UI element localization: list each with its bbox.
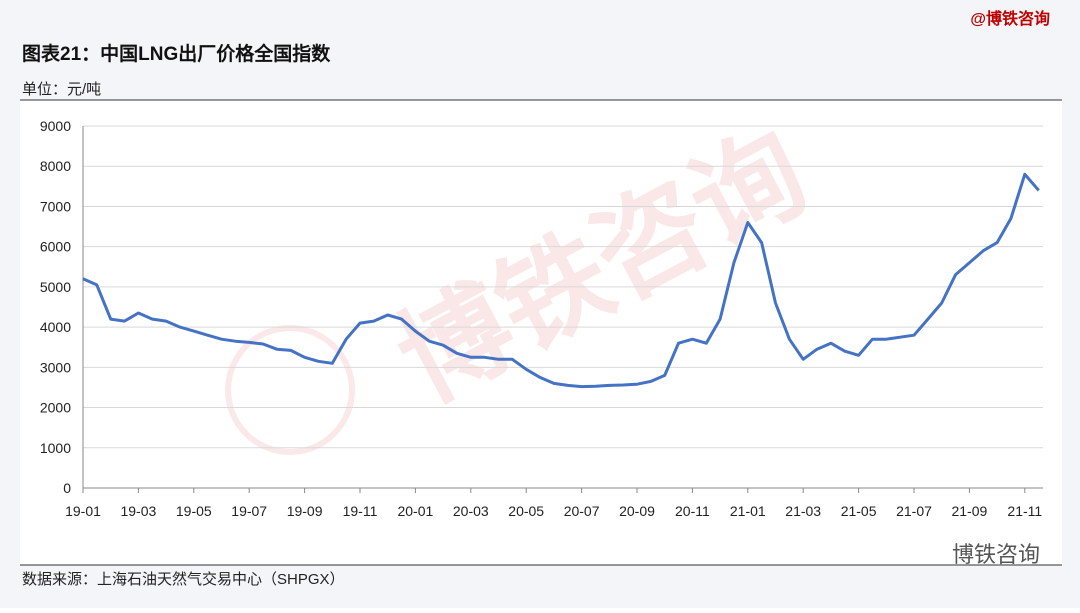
source: 数据来源：上海石油天然气交易中心（SHPGX） xyxy=(22,570,345,588)
x-tick-label: 20-09 xyxy=(619,503,655,519)
x-tick-label: 21-07 xyxy=(896,503,932,519)
x-tick-label: 21-03 xyxy=(785,503,821,519)
x-tick-label: 19-03 xyxy=(120,503,156,519)
plot: 0 1000 2000 3000 4000 5000 6000 7000 8000 9000 19-… xyxy=(40,118,1043,519)
y-tick-label: 2000 xyxy=(40,400,71,416)
y-tick-label: 8000 xyxy=(40,158,71,174)
watermark-logo xyxy=(225,325,355,455)
x-tick-label: 21-09 xyxy=(951,503,987,519)
x-tick-label: 19-07 xyxy=(231,503,267,519)
x-tick-label: 20-03 xyxy=(453,503,489,519)
y-tick-label: 1000 xyxy=(40,440,71,456)
y-tick-label: 9000 xyxy=(40,118,71,134)
x-tick-label: 21-01 xyxy=(730,503,766,519)
x-tick-label: 19-05 xyxy=(176,503,212,519)
y-tick-label: 7000 xyxy=(40,198,71,214)
x-tick-label: 21-11 xyxy=(1007,503,1042,519)
chart-title: 图表21：中国LNG出厂价格全国指数 xyxy=(22,42,331,65)
wechat-label: 博铁咨询 xyxy=(952,542,1040,567)
x-tick-label: 21-05 xyxy=(841,503,877,519)
y-tick-label: 6000 xyxy=(40,239,71,255)
x-tick-label: 19-01 xyxy=(65,503,101,519)
x-tick-label: 20-11 xyxy=(675,503,710,519)
y-tick-label: 4000 xyxy=(40,319,71,335)
brand: @博铁咨询 xyxy=(970,9,1050,28)
x-tick-label: 19-11 xyxy=(343,503,378,519)
x-tick-label: 19-09 xyxy=(287,503,323,519)
x-tick-label: 20-07 xyxy=(564,503,600,519)
y-tick-label: 5000 xyxy=(40,279,71,295)
x-tick-label: 20-05 xyxy=(508,503,544,519)
y-tick-label: 0 xyxy=(63,480,71,496)
y-tick-label: 3000 xyxy=(40,359,71,375)
data-line xyxy=(82,172,1040,389)
unit-label: 单位：元/吨 xyxy=(22,81,101,98)
x-tick-label: 20-01 xyxy=(397,503,433,519)
